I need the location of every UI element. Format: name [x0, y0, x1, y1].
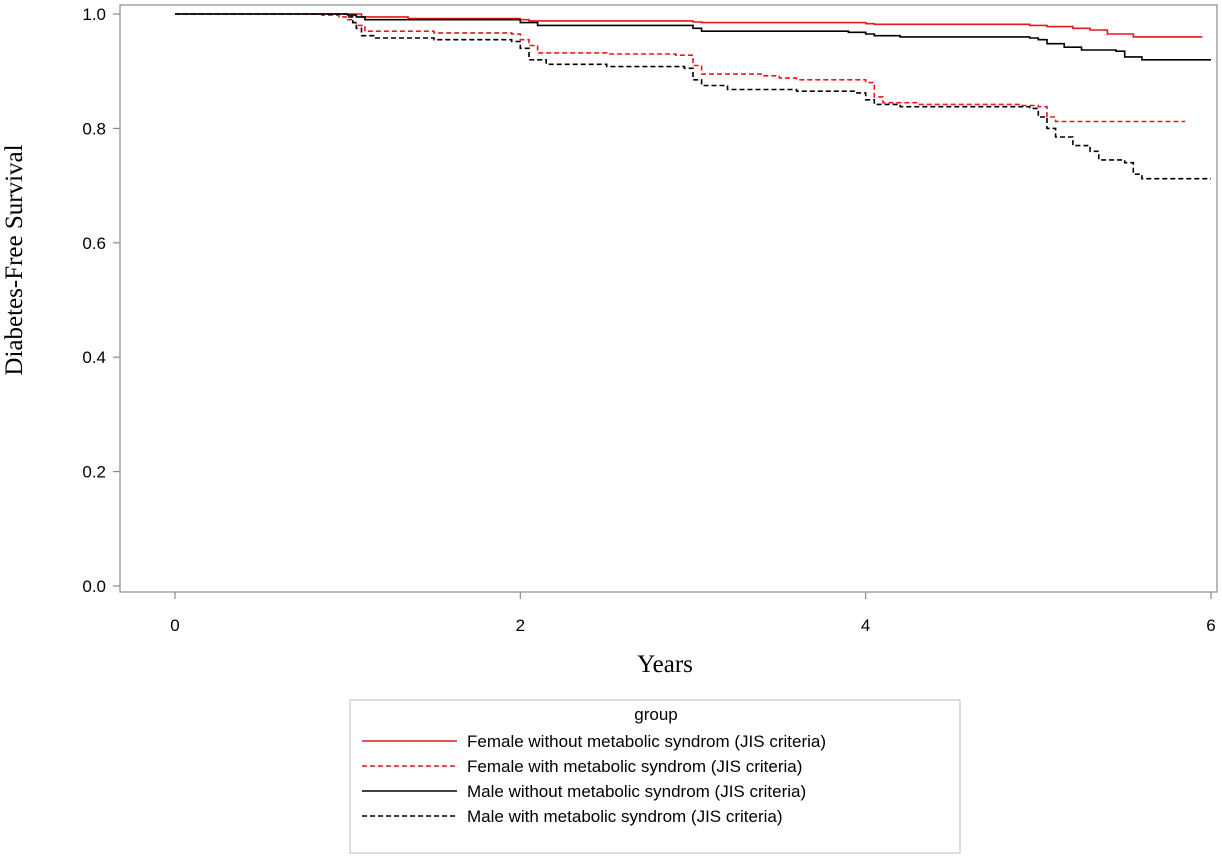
y-tick-label: 1.0 [82, 5, 106, 24]
x-tick-label: 6 [1206, 616, 1215, 635]
x-tick-label: 2 [516, 616, 525, 635]
y-axis: 0.0 0.2 0.4 0.6 0.8 1.0 [82, 5, 120, 596]
legend-label: Male with metabolic syndrom (JIS criteri… [467, 807, 783, 826]
y-tick-label: 0.2 [82, 463, 106, 482]
plot-area-frame [119, 4, 1218, 593]
legend-frame [349, 699, 961, 854]
y-tick-label: 0.8 [82, 119, 106, 138]
x-axis: 0 2 4 6 [170, 592, 1216, 635]
series-line-2 [313, 13, 1186, 123]
series-layer [175, 13, 1211, 180]
series-line-1 [175, 13, 1203, 38]
legend-label: Male without metabolic syndrom (JIS crit… [467, 782, 806, 801]
legend-title: group [634, 705, 677, 724]
y-tick-label: 0.4 [82, 348, 106, 367]
y-tick-label: 0.0 [82, 577, 106, 596]
y-tick-label: 0.6 [82, 234, 106, 253]
legend: group Female without metabolic syndrom (… [349, 699, 961, 854]
series-line-3 [175, 13, 1211, 61]
x-axis-title: Years [637, 651, 693, 678]
x-tick-label: 0 [170, 616, 179, 635]
legend-label: Female with metabolic syndrom (JIS crite… [467, 757, 802, 776]
y-axis-title: Diabetes-Free Survival [1, 144, 28, 375]
x-tick-label: 4 [861, 616, 870, 635]
legend-label: Female without metabolic syndrom (JIS cr… [467, 732, 826, 751]
series-line-4 [175, 13, 1211, 180]
